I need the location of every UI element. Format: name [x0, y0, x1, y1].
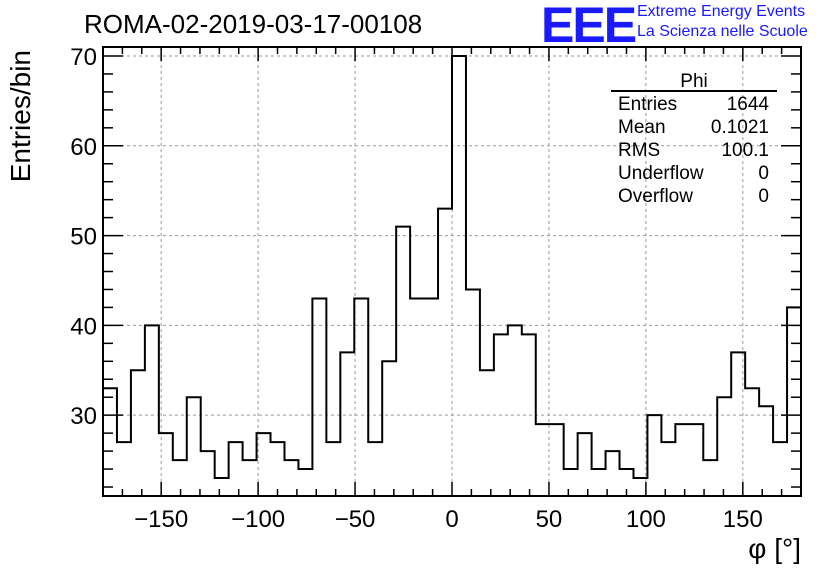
x-axis-label: φ [°] [748, 533, 801, 564]
histogram-bin [689, 424, 703, 496]
logo-line-2: La Scienza nelle Scuole [637, 23, 808, 40]
histogram-bin [145, 325, 159, 496]
stats-label-mean: Mean [618, 117, 666, 138]
histogram-bin [675, 424, 689, 496]
histogram-bin [382, 361, 396, 496]
y-tick-label: 40 [70, 313, 97, 340]
histogram-bin [424, 298, 438, 496]
histogram-bin [326, 442, 340, 496]
histogram-bin [731, 352, 745, 496]
histogram-bin [340, 352, 354, 496]
stats-value-mean: 0.1021 [711, 117, 769, 138]
histogram-bin [745, 388, 759, 496]
histogram-bin [215, 478, 229, 496]
x-tick-label: 50 [536, 506, 563, 533]
histogram-bin [410, 298, 424, 496]
histogram-bin [452, 56, 466, 496]
histogram-bin [368, 442, 382, 496]
histogram-bin [396, 227, 410, 496]
histogram-bin [117, 442, 131, 496]
histogram-bin [480, 370, 494, 496]
histogram-bin [354, 298, 368, 496]
histogram-bin [438, 209, 452, 496]
stats-label-entries: Entries [618, 94, 677, 115]
histogram-bin [522, 334, 536, 496]
histogram-bin [466, 289, 480, 496]
histogram-bin [229, 442, 243, 496]
histogram-bin [271, 442, 285, 496]
x-tick-label: −50 [335, 506, 376, 533]
histogram-bin [201, 451, 215, 496]
histogram-bins [103, 56, 801, 496]
eee-logo: EEE [541, 0, 637, 53]
histogram-bin [103, 388, 117, 496]
logo-line-1: Extreme Energy Events [637, 3, 806, 20]
histogram-bin [661, 442, 675, 496]
histogram-bin [717, 397, 731, 496]
y-tick-label: 30 [70, 403, 97, 430]
stats-label-rms: RMS [618, 140, 660, 161]
histogram-bin [536, 424, 550, 496]
histogram-bin [508, 325, 522, 496]
histogram-outline [102, 54, 802, 496]
y-tick-labels: 30 40 50 60 70 [70, 44, 97, 430]
stats-value-entries: 1644 [727, 94, 770, 115]
stats-value-underflow: 0 [758, 163, 769, 184]
stats-label-underflow: Underflow [618, 163, 704, 184]
y-tick-label: 50 [70, 224, 97, 251]
stats-value-overflow: 0 [758, 186, 769, 207]
histogram-bin [298, 469, 312, 496]
stats-label-overflow: Overflow [618, 186, 693, 207]
histogram-bin [564, 469, 578, 496]
x-tick-label: 150 [723, 506, 763, 533]
y-axis-label: Entries/bin [5, 50, 36, 182]
histogram-bin [494, 334, 508, 496]
histogram-bin [578, 433, 592, 496]
histogram-bin [173, 460, 187, 496]
y-tick-label: 70 [70, 44, 97, 71]
histogram-bin [773, 442, 787, 496]
axis-ticks [103, 47, 801, 496]
histogram-bin [131, 370, 145, 496]
stats-title: Phi [680, 71, 707, 92]
x-tick-label: 100 [626, 506, 666, 533]
histogram-bin [312, 298, 326, 496]
histogram-bin [187, 397, 201, 496]
histogram-bin [550, 424, 564, 496]
stats-value-rms: 100.1 [721, 140, 769, 161]
histogram-bin [787, 307, 801, 496]
histogram-bin [703, 460, 717, 496]
histogram-bin [647, 415, 661, 496]
x-tick-label: −100 [231, 506, 285, 533]
stats-box: Phi Entries 1644 Mean 0.1021 RMS 100.1 U… [611, 71, 777, 207]
histogram-bin [759, 406, 773, 496]
x-tick-label: −150 [134, 506, 188, 533]
histogram-bin [592, 469, 606, 496]
y-tick-label: 60 [70, 134, 97, 161]
x-tick-label: 0 [445, 506, 458, 533]
histogram-bin [243, 460, 257, 496]
chart-title: ROMA-02-2019-03-17-00108 [84, 9, 422, 39]
x-tick-labels: −150 −100 −50 0 50 100 150 [134, 506, 763, 533]
